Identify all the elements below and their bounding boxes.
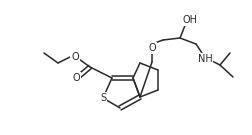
- Text: S: S: [100, 93, 106, 103]
- Text: O: O: [72, 73, 80, 83]
- Text: O: O: [71, 52, 79, 62]
- Text: O: O: [148, 43, 156, 53]
- Text: NH: NH: [198, 54, 212, 64]
- Text: OH: OH: [182, 15, 198, 25]
